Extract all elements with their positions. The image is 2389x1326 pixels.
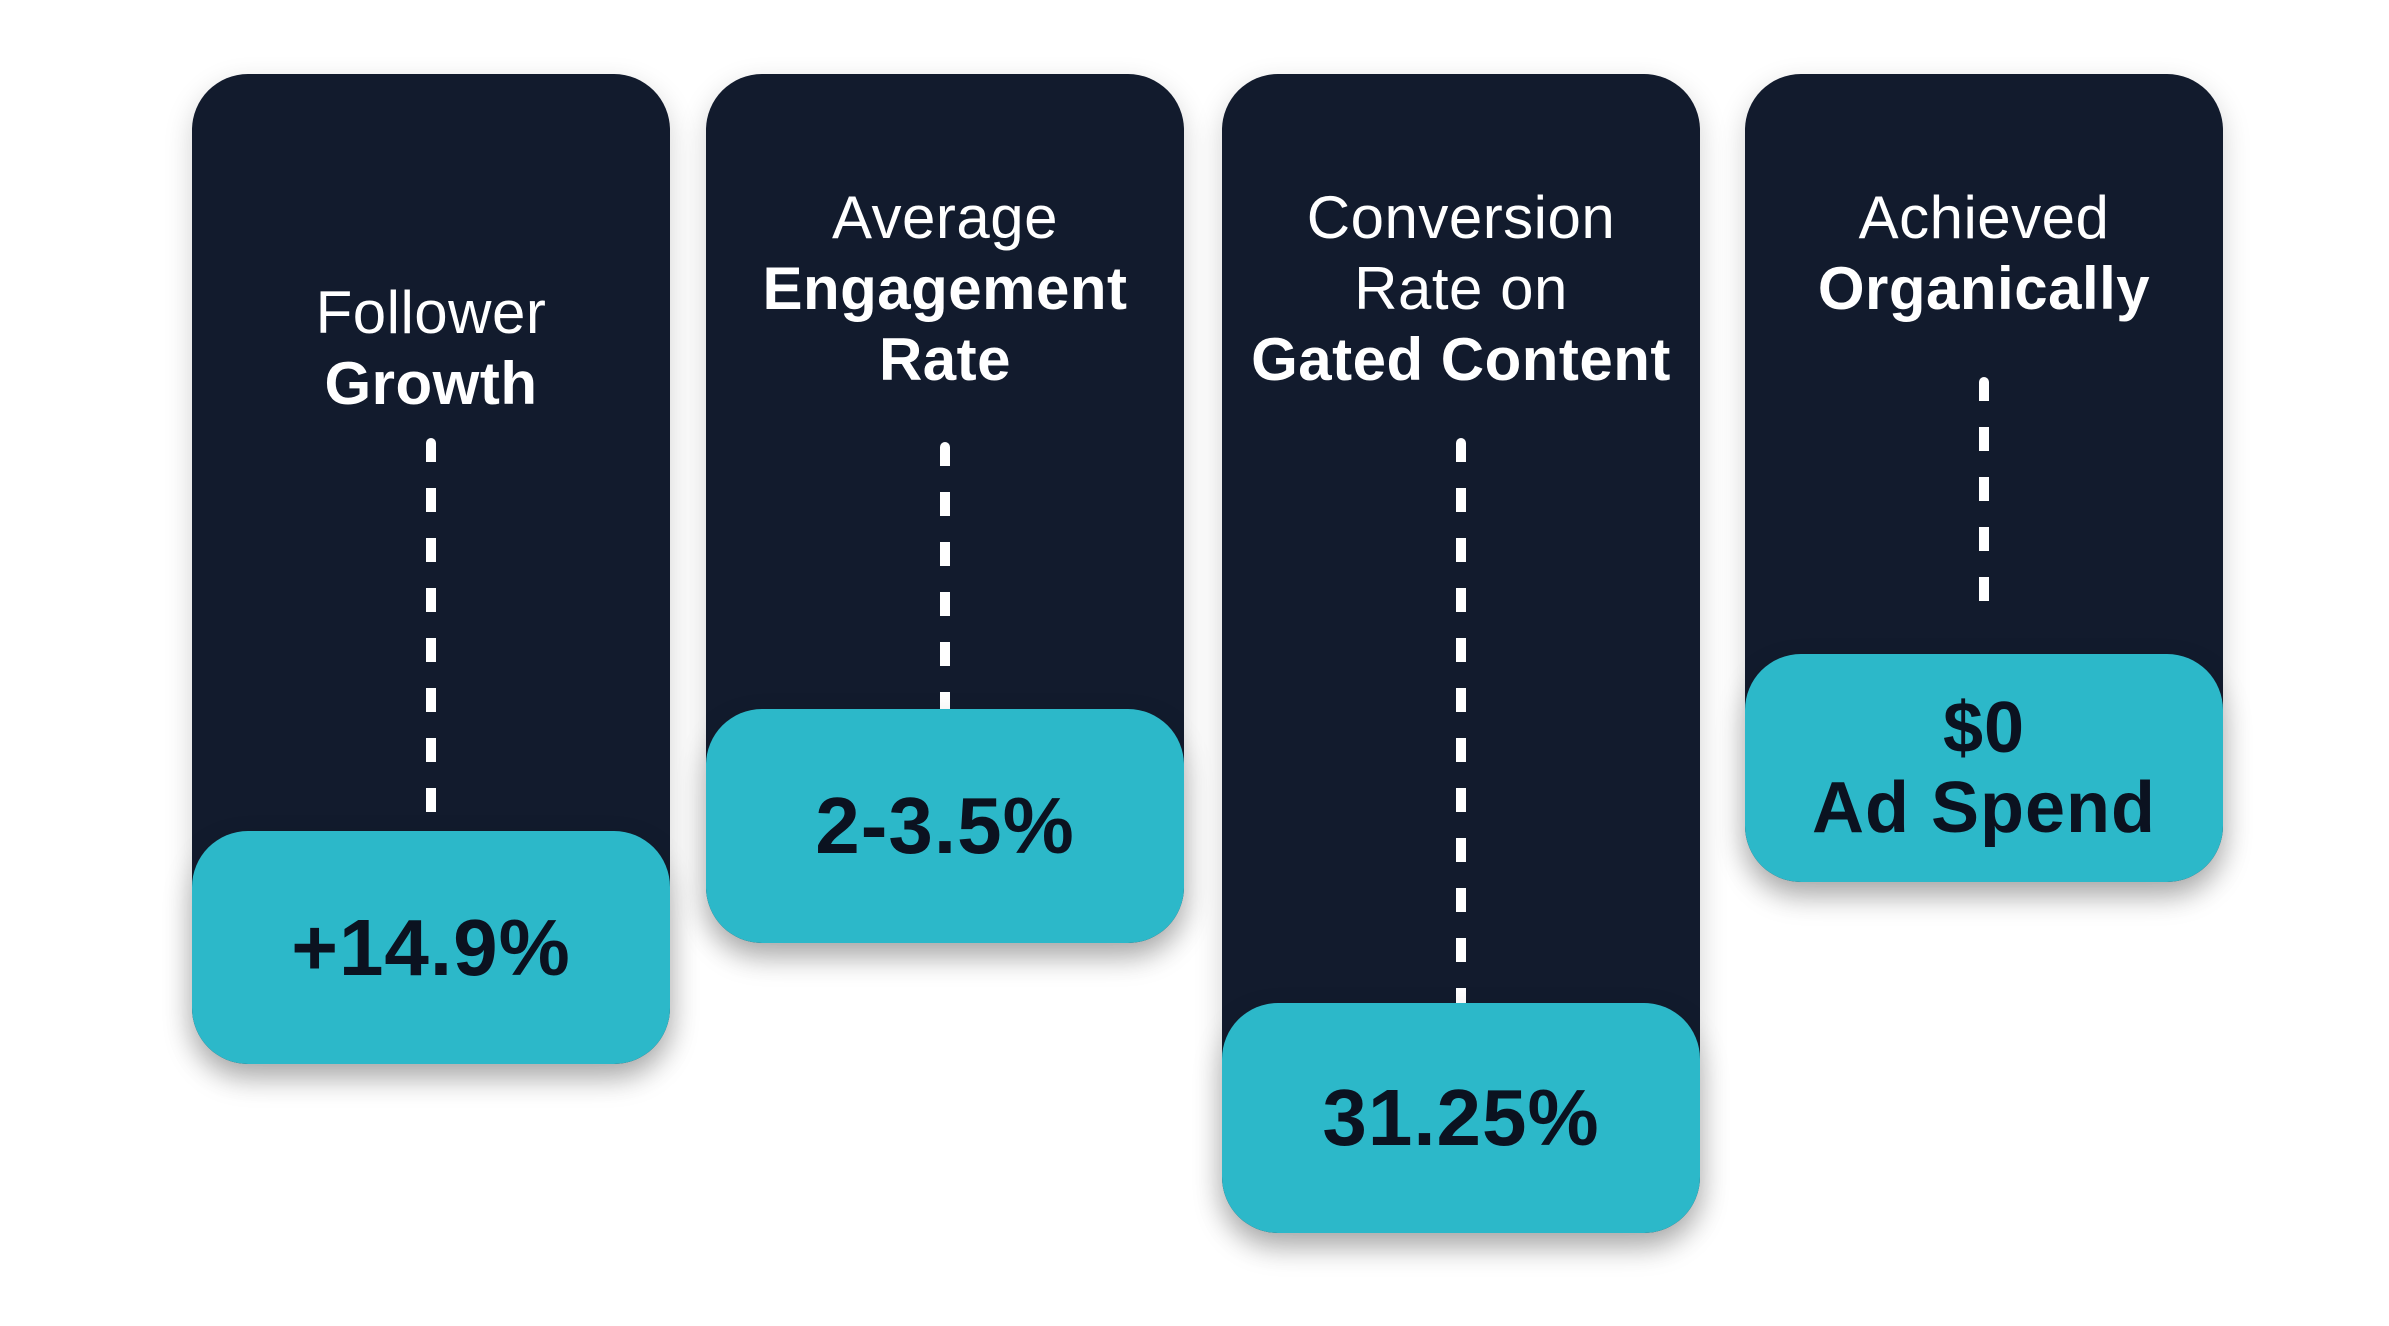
metric-value-badge: 2-3.5% bbox=[706, 709, 1184, 943]
metric-label-line-bold: Engagement bbox=[762, 255, 1128, 322]
metric-value-badge: $0 Ad Spend bbox=[1745, 654, 2223, 882]
dashed-connector bbox=[1979, 377, 1989, 623]
metric-card-ad-spend: Achieved Organically $0 Ad Spend bbox=[1745, 74, 2223, 882]
metric-label-line: Achieved bbox=[1858, 184, 2110, 251]
metric-label-line: Conversion bbox=[1306, 184, 1616, 251]
dashed-connector bbox=[940, 442, 950, 754]
dashed-connector bbox=[1456, 438, 1466, 1050]
metric-label-line-bold: Growth bbox=[324, 350, 538, 417]
metric-label-line-bold: Organically bbox=[1817, 255, 2151, 322]
metric-card-conversion-rate: Conversion Rate on Gated Content 31.25% bbox=[1222, 74, 1700, 1233]
metric-label: Follower Growth bbox=[192, 277, 670, 419]
metric-value: $0 bbox=[1942, 688, 2026, 768]
metric-value-caption: Ad Spend bbox=[1812, 768, 2156, 848]
metric-label-line: Average bbox=[832, 184, 1058, 251]
metric-label: Conversion Rate on Gated Content bbox=[1222, 182, 1700, 395]
dashed-connector bbox=[426, 438, 436, 876]
metric-value: 31.25% bbox=[1322, 1073, 1600, 1162]
metric-card-engagement-rate: Average Engagement Rate 2-3.5% bbox=[706, 74, 1184, 943]
metric-value: +14.9% bbox=[291, 902, 571, 992]
metric-label-line-bold: Rate bbox=[878, 326, 1012, 393]
metric-value: 2-3.5% bbox=[815, 781, 1075, 870]
metric-label-line: Rate on bbox=[1354, 255, 1568, 322]
metric-value-badge: +14.9% bbox=[192, 831, 670, 1064]
metric-label: Achieved Organically bbox=[1745, 182, 2223, 324]
metric-label: Average Engagement Rate bbox=[706, 182, 1184, 395]
metric-card-follower-growth: Follower Growth +14.9% bbox=[192, 74, 670, 1064]
metric-label-line: Follower bbox=[315, 279, 547, 346]
metric-value-badge: 31.25% bbox=[1222, 1003, 1700, 1233]
metric-label-line-bold: Gated Content bbox=[1251, 326, 1671, 393]
